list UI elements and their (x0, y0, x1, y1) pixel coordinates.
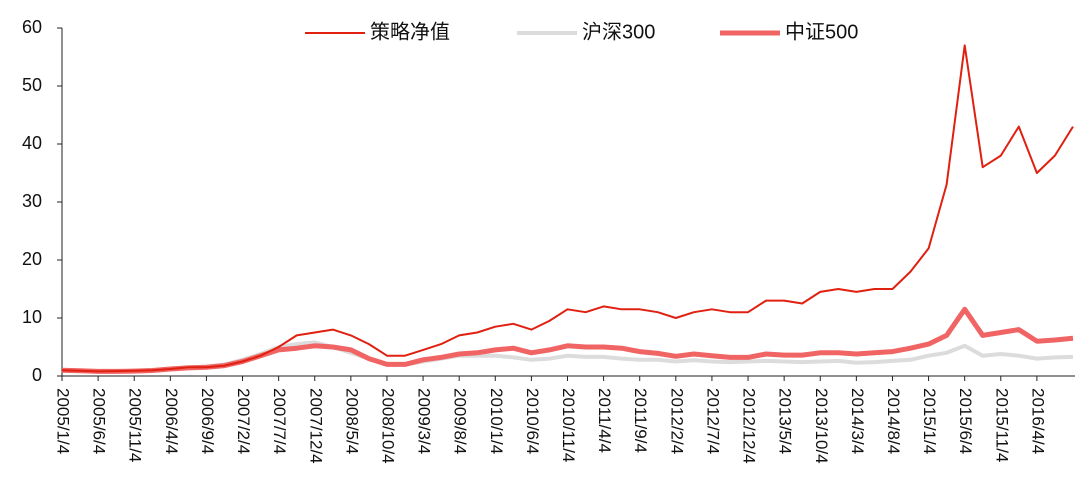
legend-label: 沪深300 (582, 20, 655, 43)
x-tick-label: 2016/4/4 (1028, 388, 1047, 454)
x-tick-label: 2005/11/4 (126, 388, 145, 462)
legend-label: 策略净值 (370, 20, 450, 43)
x-tick-label: 2013/10/4 (812, 388, 831, 464)
y-tick-label: 50 (22, 75, 42, 95)
x-tick-label: 2009/8/4 (451, 388, 470, 454)
y-tick-label: 40 (22, 133, 42, 153)
x-tick-label: 2015/6/4 (956, 388, 975, 454)
x-tick-label: 2015/11/4 (992, 388, 1011, 462)
x-tick-label: 2006/4/4 (162, 388, 181, 454)
series-line (61, 306, 1074, 374)
x-tick-label: 2010/6/4 (523, 388, 542, 454)
x-tick-label: 2005/1/4 (54, 388, 73, 454)
y-tick-label: 10 (22, 307, 42, 327)
y-tick-label: 20 (22, 249, 42, 269)
x-tick-label: 2015/1/4 (920, 388, 939, 454)
x-tick-label: 2007/7/4 (270, 388, 289, 454)
x-tick-label: 2011/9/4 (631, 388, 650, 453)
x-tick-label: 2010/1/4 (487, 388, 506, 454)
y-tick-label: 60 (22, 17, 42, 37)
legend-label: 中证500 (785, 20, 858, 43)
x-tick-label: 2007/12/4 (306, 388, 325, 464)
x-tick-label: 2008/5/4 (342, 388, 361, 454)
x-tick-label: 2012/12/4 (740, 388, 759, 464)
x-tick-label: 2013/5/4 (776, 388, 795, 454)
x-tick-label: 2005/6/4 (90, 388, 109, 454)
x-tick-label: 2008/10/4 (378, 388, 397, 464)
x-tick-label: 2014/3/4 (848, 388, 867, 454)
x-tick-label: 2014/8/4 (884, 388, 903, 454)
y-tick-label: 30 (22, 191, 42, 211)
x-tick-label: 2010/11/4 (559, 388, 578, 462)
x-tick-label: 2012/7/4 (703, 388, 722, 454)
x-tick-label: 2012/2/4 (667, 388, 686, 454)
x-tick-label: 2006/9/4 (198, 388, 217, 454)
x-tick-label: 2011/4/4 (595, 388, 614, 453)
x-tick-label: 2009/3/4 (415, 388, 434, 454)
series-line (61, 44, 1074, 373)
y-tick-label: 0 (32, 365, 42, 385)
x-tick-label: 2007/2/4 (234, 388, 253, 454)
